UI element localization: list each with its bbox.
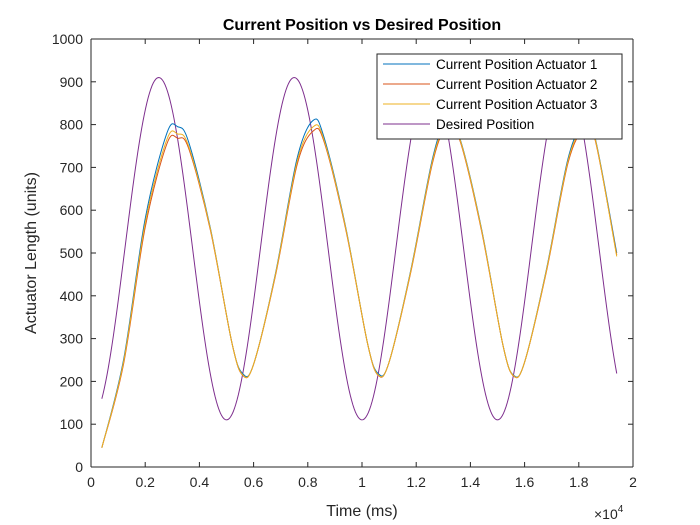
legend-label-1: Current Position Actuator 1 xyxy=(436,57,597,72)
y-ticks: 0 100 200 300 400 500 600 700 800 900 1000 xyxy=(52,31,633,475)
y-tick-label: 300 xyxy=(60,331,84,347)
y-tick-label: 500 xyxy=(60,245,84,261)
x-exponent-base: ×10 xyxy=(594,506,618,522)
data-lines xyxy=(101,77,618,448)
y-tick-label: 400 xyxy=(60,288,84,304)
x-tick-label: 1.6 xyxy=(515,474,535,490)
y-tick-label: 800 xyxy=(60,117,84,133)
x-exponent-label: ×104 xyxy=(594,504,624,522)
series-line-3 xyxy=(101,122,618,448)
x-ticks: 0 0.2 0.4 0.6 0.8 1 1.2 1.4 1.6 1.8 2 xyxy=(87,39,637,490)
x-tick-label: 1.4 xyxy=(461,474,481,490)
legend-label-4: Desired Position xyxy=(436,117,534,132)
x-tick-label: 0 xyxy=(87,474,95,490)
legend-box xyxy=(376,53,623,140)
x-tick-label: 2 xyxy=(629,474,637,490)
x-tick-label: 1 xyxy=(358,474,366,490)
y-tick-label: 0 xyxy=(75,459,83,475)
y-tick-label: 200 xyxy=(60,373,84,389)
y-tick-label: 600 xyxy=(60,202,84,218)
x-exponent-power: 4 xyxy=(618,504,624,515)
y-tick-label: 1000 xyxy=(52,31,83,47)
x-tick-label: 0.2 xyxy=(135,474,155,490)
y-tick-label: 700 xyxy=(60,159,84,175)
x-tick-label: 1.8 xyxy=(569,474,589,490)
legend-label-3: Current Position Actuator 3 xyxy=(436,97,597,112)
x-tick-label: 1.2 xyxy=(406,474,426,490)
legend-entries: Current Position Actuator 1 Current Posit… xyxy=(383,57,597,132)
y-axis-label: Actuator Length (units) xyxy=(23,172,40,334)
x-tick-label: 0.8 xyxy=(298,474,318,490)
y-tick-label: 100 xyxy=(60,416,84,432)
series-line-4 xyxy=(101,77,618,421)
legend-label-2: Current Position Actuator 2 xyxy=(436,77,597,92)
x-tick-label: 0.6 xyxy=(244,474,264,490)
legend: Current Position Actuator 1 Current Posit… xyxy=(376,53,623,140)
y-tick-label: 900 xyxy=(60,74,84,90)
chart-title: Current Position vs Desired Position xyxy=(223,17,501,34)
x-tick-label: 0.4 xyxy=(190,474,210,490)
x-axis-label: Time (ms) xyxy=(326,503,397,520)
